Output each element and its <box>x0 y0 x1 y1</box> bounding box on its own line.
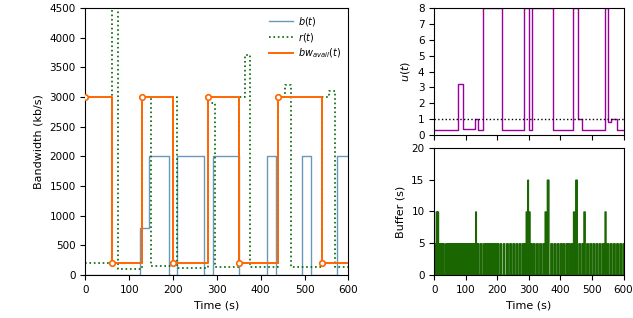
$b(t)$ <box>200 155 208 158</box>
Line: $bw_{avail}(t)$: $bw_{avail}(t)$ <box>85 97 348 263</box>
$bw_{avail}(t)$ <box>275 95 282 99</box>
$r(t)$ <box>281 95 289 99</box>
$bw_{avail}(t)$ <box>344 261 352 265</box>
$bw_{avail}(t)$ <box>204 95 212 99</box>
$r(t)$ <box>147 264 155 268</box>
$r(t)$ <box>281 83 289 87</box>
$r(t)$ <box>325 95 332 99</box>
$r(t)$ <box>211 266 218 269</box>
$r(t)$ <box>325 89 332 93</box>
$r(t)$ <box>242 95 249 99</box>
$bw_{avail}(t)$ <box>108 261 116 265</box>
$b(t)$ <box>235 273 242 277</box>
$bw_{avail}(t)$ <box>108 95 116 99</box>
$b(t)$ <box>263 155 271 158</box>
$r(t)$ <box>235 266 242 269</box>
$bw_{avail}(t)$ <box>82 95 89 99</box>
$r(t)$ <box>108 6 116 10</box>
$bw_{avail}(t)$ <box>139 261 146 265</box>
$bw_{avail}(t)$ <box>169 261 177 265</box>
$b(t)$ <box>235 155 242 158</box>
$b(t)$ <box>263 273 271 277</box>
$r(t)$ <box>115 6 122 10</box>
$r(t)$ <box>82 261 89 265</box>
$r(t)$ <box>173 95 181 99</box>
$b(t)$ <box>334 273 341 277</box>
$b(t)$ <box>165 273 173 277</box>
$r(t)$ <box>318 266 326 269</box>
Line: $b(t)$: $b(t)$ <box>85 156 348 275</box>
$r(t)$ <box>332 266 339 269</box>
$b(t)$ <box>145 155 153 158</box>
$r(t)$ <box>344 266 352 269</box>
$b(t)$ <box>200 273 208 277</box>
$r(t)$ <box>139 267 146 271</box>
$b(t)$ <box>145 226 153 230</box>
$b(t)$ <box>209 155 216 158</box>
$b(t)$ <box>344 155 352 158</box>
$r(t)$ <box>169 264 177 268</box>
$b(t)$ <box>137 273 144 277</box>
$bw_{avail}(t)$ <box>318 95 326 99</box>
$bw_{avail}(t)$ <box>318 261 326 265</box>
$r(t)$ <box>204 266 212 270</box>
$bw_{avail}(t)$ <box>139 95 146 99</box>
$r(t)$ <box>287 266 295 269</box>
$b(t)$ <box>173 273 181 277</box>
$bw_{avail}(t)$ <box>235 95 242 99</box>
$b(t)$ <box>137 226 144 230</box>
$r(t)$ <box>204 101 212 105</box>
$b(t)$ <box>272 155 280 158</box>
$r(t)$ <box>173 266 181 270</box>
Y-axis label: Bandwidth (kb/s): Bandwidth (kb/s) <box>34 94 44 189</box>
$b(t)$ <box>307 155 315 158</box>
$b(t)$ <box>173 155 181 158</box>
$bw_{avail}(t)$ <box>275 261 282 265</box>
$b(t)$ <box>272 273 280 277</box>
$r(t)$ <box>115 267 122 271</box>
Legend: $b(t)$, $r(t)$, $bw_{avail}(t)$: $b(t)$, $r(t)$, $bw_{avail}(t)$ <box>267 13 344 62</box>
$r(t)$ <box>242 53 249 57</box>
$r(t)$ <box>275 266 282 269</box>
$r(t)$ <box>332 89 339 93</box>
$r(t)$ <box>139 95 146 99</box>
$bw_{avail}(t)$ <box>82 95 89 99</box>
$b(t)$ <box>299 155 306 158</box>
$r(t)$ <box>275 95 282 99</box>
$r(t)$ <box>235 95 242 99</box>
$b(t)$ <box>299 273 306 277</box>
$r(t)$ <box>246 53 254 57</box>
$b(t)$ <box>209 273 216 277</box>
$bw_{avail}(t)$ <box>204 261 212 265</box>
Y-axis label: $u(t)$: $u(t)$ <box>399 61 412 82</box>
Line: $r(t)$: $r(t)$ <box>85 8 348 269</box>
$b(t)$ <box>165 155 173 158</box>
X-axis label: Time (s): Time (s) <box>194 300 239 310</box>
$b(t)$ <box>307 273 315 277</box>
$bw_{avail}(t)$ <box>235 261 242 265</box>
$b(t)$ <box>334 155 341 158</box>
$r(t)$ <box>108 261 116 265</box>
$b(t)$ <box>82 273 89 277</box>
$r(t)$ <box>246 266 254 269</box>
$r(t)$ <box>169 95 177 99</box>
$r(t)$ <box>211 101 218 105</box>
X-axis label: Time (s): Time (s) <box>506 300 551 310</box>
$r(t)$ <box>147 95 155 99</box>
$r(t)$ <box>318 95 326 99</box>
Y-axis label: Buffer (s): Buffer (s) <box>396 185 406 238</box>
$bw_{avail}(t)$ <box>169 95 177 99</box>
$r(t)$ <box>287 83 295 87</box>
